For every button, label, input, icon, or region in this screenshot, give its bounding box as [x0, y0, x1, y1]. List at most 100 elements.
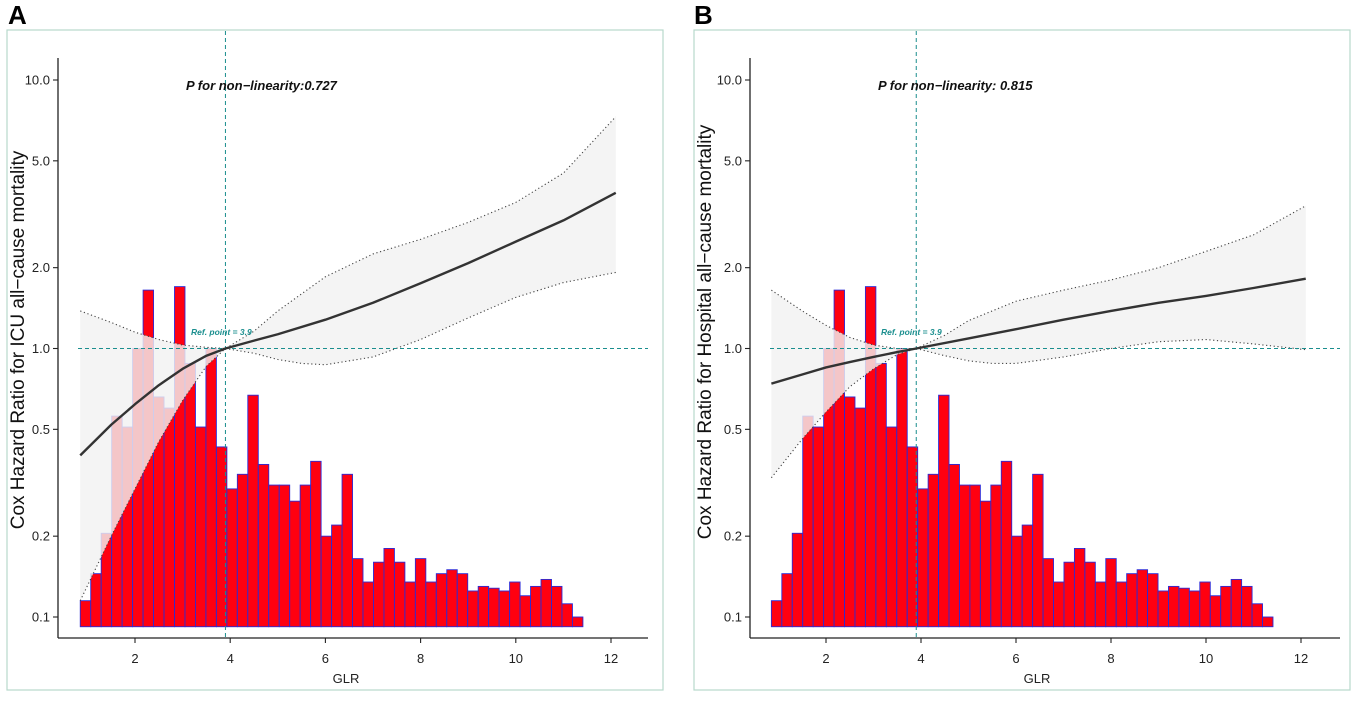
- panel-a-y-tick-label: 0.1: [32, 610, 50, 625]
- panel-a-x-tick-label: 4: [227, 651, 234, 666]
- panel-b-histogram-bar: [1073, 548, 1086, 628]
- panel-a-axes: 0.1 0.2 0.5 1.0 2.0 5.0 10.0 2 4 6 8 10 12: [25, 58, 648, 666]
- panel-b-histogram-bar: [917, 488, 929, 628]
- panel-a-x-tick-label: 2: [131, 651, 138, 666]
- panel-b-confidence-band: [770, 205, 1307, 479]
- panel-b-histogram-bar: [990, 484, 1002, 628]
- panel-a-histogram-bar: [331, 524, 343, 628]
- panel-b-x-tick-label: 6: [1012, 651, 1019, 666]
- panel-a-histogram-bar: [90, 573, 102, 628]
- panel-a-y-tick-label: 2.0: [32, 260, 50, 275]
- panel-b-histogram-bar: [844, 396, 856, 628]
- panel-b-histogram-bar: [896, 348, 908, 628]
- panel-a-histogram-bar: [498, 590, 511, 628]
- panel-b-y-tick-label: 0.2: [724, 529, 742, 544]
- panel-a-y-tick-label: 10.0: [25, 73, 50, 88]
- panel-b-histogram-bar: [770, 600, 783, 628]
- panel-b-histogram-bar: [938, 394, 950, 628]
- panel-a-ci-band: [80, 116, 616, 601]
- panel-b-histogram-bar: [1063, 561, 1075, 628]
- panel-a-histogram-bar: [561, 603, 573, 628]
- panel-a-histogram-bar: [79, 600, 92, 628]
- panel-a-histogram-bar: [362, 581, 374, 628]
- panel-b-ci-upper-line: [771, 205, 1307, 350]
- panel-b-x-tick-label: 10: [1199, 651, 1213, 666]
- panel-a-histogram-bar: [435, 573, 448, 628]
- panel-a-y-tick-label: 1.0: [32, 341, 50, 356]
- panel-b-histogram-bar: [1011, 535, 1023, 628]
- panel-b-histogram-bar: [1053, 581, 1065, 628]
- panel-a-histogram-bar: [383, 548, 395, 628]
- panel-b-histogram-bar: [1084, 561, 1096, 628]
- panel-b-x-axis-title: GLR: [1024, 671, 1051, 686]
- panel-b-y-tick-label: 0.5: [724, 422, 742, 437]
- panel-a-y-tick-label: 0.5: [32, 422, 50, 437]
- panel-b-histogram-bar: [854, 407, 866, 628]
- panel-a-histogram-bar: [278, 484, 291, 628]
- panel-b-x-tick-label: 8: [1107, 651, 1114, 666]
- panel-b-histogram-bar: [1209, 595, 1222, 628]
- panel-a-x-tick-label: 12: [604, 651, 618, 666]
- panel-a-histogram-bar: [163, 407, 175, 628]
- panel-a-histogram-bar: [236, 473, 249, 628]
- panel-a-hr-line: [79, 191, 617, 457]
- panel-a-ci-lower-line: [79, 271, 616, 601]
- panel-a-ci-upper-line: [80, 116, 617, 350]
- panel-b-histogram-bar: [969, 484, 981, 628]
- panel-a-histogram-bar: [299, 484, 312, 628]
- panel-b-x-tick-label: 2: [822, 651, 829, 666]
- panel-b-y-tick-label: 1.0: [724, 341, 742, 356]
- panel-a-letter: A: [8, 0, 27, 30]
- panel-b-histogram-bar: [1178, 587, 1190, 628]
- panel-b-histogram-bar: [875, 362, 887, 628]
- panel-a-histogram-bar: [509, 581, 521, 628]
- panel-a-histogram-bar: [310, 460, 322, 628]
- panel-a-histogram-bar: [174, 286, 186, 628]
- panel-a-frame: [6, 29, 664, 691]
- panel-b-histogram-bar: [1136, 569, 1149, 628]
- panel-b-histogram-bar: [979, 500, 992, 628]
- panel-a-histogram-bar: [519, 595, 532, 628]
- panel-b-hr-line: [771, 277, 1306, 385]
- panel-b-histogram-bar: [812, 426, 825, 628]
- panel-b-histogram-bar: [1021, 524, 1034, 628]
- panel-a-histogram-bar: [488, 587, 500, 628]
- panel-b-ci-lower-line: [770, 338, 1306, 479]
- panel-a-histogram: [79, 286, 584, 628]
- panel-b-x-tick-label: 4: [917, 651, 924, 666]
- panel-b-histogram-bar: [1241, 585, 1253, 628]
- panel-b-frame: [693, 29, 1351, 691]
- panel-a-histogram-bar: [551, 585, 563, 628]
- panel-a-histogram-bar: [226, 488, 238, 628]
- panel-b-histogram-bar: [1105, 558, 1117, 628]
- panel-a-histogram-bar: [194, 426, 207, 628]
- panel-a-x-axis-title: GLR: [333, 671, 360, 686]
- panel-a-histogram-bar: [341, 473, 353, 628]
- panel-b-histogram-bar: [1147, 573, 1159, 628]
- panel-b-histogram-bar: [959, 484, 971, 628]
- panel-b-histogram-bar: [1115, 581, 1128, 628]
- panel-b-histogram-bar: [791, 532, 804, 628]
- panel-b-y-tick-label: 2.0: [724, 260, 742, 275]
- panel-b-histogram-bar: [1251, 603, 1263, 628]
- panel-a-histogram-bar: [467, 590, 479, 628]
- panel-a-histogram-bar: [247, 394, 259, 628]
- panel-a-histogram-bar: [446, 569, 458, 628]
- panel-b-histogram-bar: [1000, 460, 1013, 628]
- panel-a-histogram-bar: [530, 585, 542, 628]
- panel-b-nonlinearity-p: P for non−linearity: 0.815: [878, 78, 1033, 93]
- panel-b-histogram-bar: [1126, 573, 1138, 628]
- panel-a-histogram-bar: [404, 581, 416, 628]
- panel-a-confidence-band: [79, 116, 617, 601]
- panel-b-ci-band: [771, 205, 1306, 478]
- panel-b-histogram-bar: [948, 463, 960, 628]
- panel-a-ref-point-label: Ref. point = 3.9: [191, 327, 252, 337]
- panel-a-histogram-bar: [393, 561, 406, 628]
- panel-a-histogram-bar: [289, 500, 301, 628]
- panel-b-y-tick-label: 10.0: [717, 73, 742, 88]
- panel-a-y-axis-title: Cox Hazard Ratio for ICU all−cause morta…: [8, 150, 29, 529]
- panel-b-histogram-bar: [1262, 616, 1274, 628]
- panel-a-histogram-bar: [257, 463, 270, 628]
- panel-a-histogram-bar: [477, 585, 490, 628]
